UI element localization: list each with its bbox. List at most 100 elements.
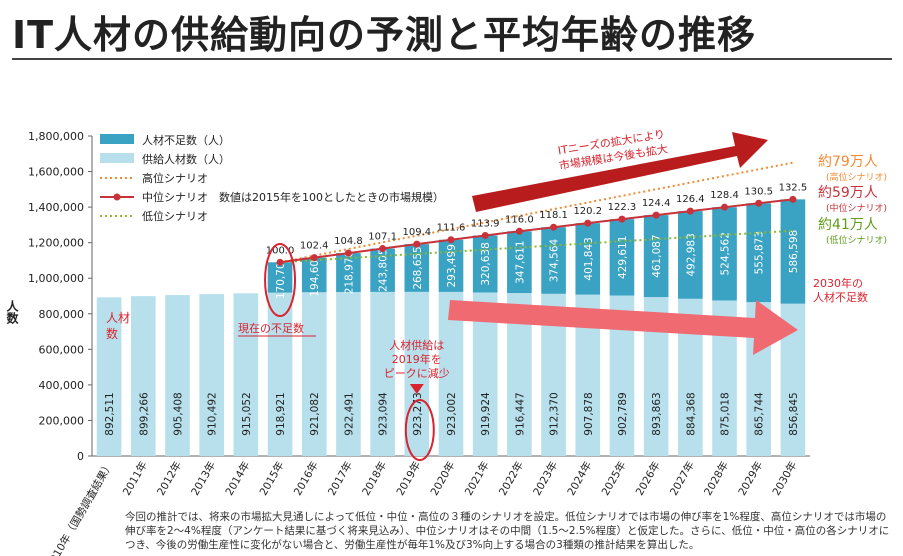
legend-swatch-shortage: [100, 134, 134, 144]
x-tick-label: 2027年: [667, 459, 697, 498]
market-index-label: 109.4: [402, 227, 431, 238]
legend-swatch-mid-marker: [113, 193, 121, 201]
y-tick-label: 200,000: [39, 414, 85, 427]
supply-value-label: 856,845: [788, 392, 800, 435]
y-tick-label: 1,200,000: [28, 237, 84, 250]
legend-label-low: 低位シナリオ: [142, 209, 208, 223]
shortage-bar: [746, 203, 772, 303]
high-scenario-label: 約79万人: [818, 154, 878, 170]
supply-value-label: 912,370: [549, 392, 561, 435]
market-index-label: 102.4: [300, 241, 329, 252]
market-index-label: 116.0: [505, 214, 534, 225]
supply-value-label: 892,511: [104, 392, 116, 435]
shortage-bar: [507, 231, 532, 294]
x-tick-label: 2013年: [188, 459, 218, 498]
legend-label-high: 高位シナリオ: [142, 171, 208, 185]
supply-label-2: 数: [106, 326, 118, 341]
market-index-label: 132.5: [779, 182, 808, 193]
supply-bar: [267, 292, 293, 456]
market-index-label: 104.8: [334, 236, 363, 247]
mid-scenario-point: [550, 223, 558, 231]
shortage-value-label: 243,805: [378, 249, 390, 292]
supply-value-label: 884,368: [685, 392, 697, 435]
supply-bar: [404, 291, 430, 456]
supply-value-label: 893,863: [651, 392, 663, 435]
supply-value-label: 865,744: [754, 392, 766, 436]
shortage-bar: [404, 244, 430, 292]
y-tick-label: 600,000: [39, 343, 85, 356]
legend-label-mid: 中位シナリオ 数値は2015年を100としたときの市場規模）: [142, 190, 444, 204]
mid-scenario-point: [379, 245, 387, 253]
title-underline: [12, 58, 892, 60]
legend-swatch-supply: [100, 153, 134, 163]
shortage-value-label: 268,655: [412, 246, 424, 289]
y-axis-label: 人数: [5, 300, 19, 324]
y-tick-label: 1,400,000: [28, 201, 84, 214]
mid-scenario-point: [344, 249, 352, 257]
supply-value-label: 918,921: [275, 392, 287, 435]
mid-scenario-point: [413, 240, 421, 248]
shortage-bar: [575, 223, 601, 295]
market-index-label: 130.5: [744, 186, 773, 197]
x-tick-label: 2023年: [530, 459, 560, 498]
x-tick-label: 2011年: [120, 459, 150, 498]
supply-value-label: 905,408: [172, 392, 184, 435]
shortage-value-label: 218,976: [343, 251, 355, 295]
supply-bar: [130, 296, 156, 456]
mid-scenario-sublabel: (中位シナリオ): [826, 202, 887, 214]
shortage-value-label: 170,700: [275, 256, 287, 299]
supply-peak-highlight: [404, 399, 435, 461]
supply-value-label: 919,924: [480, 392, 492, 436]
supply-value-label: 875,018: [720, 392, 732, 435]
supply-peak-text-2: 2019年を: [392, 352, 442, 366]
supply-bar: [370, 291, 395, 456]
supply-value-label: 907,878: [583, 392, 595, 435]
shortage-value-label: 374,564: [549, 238, 561, 282]
market-index-label: 111.6: [437, 223, 466, 234]
supply-value-label: 922,491: [343, 392, 355, 435]
mid-scenario-point: [755, 199, 763, 207]
x-tick-label: 2019年: [394, 459, 424, 498]
supply-decline-arrow: [448, 300, 798, 355]
mid-scenario-point: [721, 203, 729, 211]
shortage-bar: [301, 257, 327, 293]
supply-bar: [96, 297, 122, 456]
market-index-label: 100.0: [266, 245, 295, 256]
market-index-label: 107.1: [368, 232, 397, 243]
x-tick-label: 2030年: [770, 459, 800, 498]
supply-value-label: 915,052: [241, 392, 253, 435]
supply-value-label: 916,447: [514, 392, 526, 435]
legend-label-supply: 供給人材数（人）: [142, 152, 230, 166]
current-shortage-highlight: [264, 243, 297, 317]
shortage-bar: [712, 207, 737, 301]
mid-scenario-point: [652, 211, 660, 219]
shortage-value-label: 461,087: [651, 234, 663, 277]
supply-value-label: 910,492: [207, 392, 219, 435]
supply-bar: [336, 292, 361, 456]
high-scenario-sublabel: (高位シナリオ): [826, 171, 887, 183]
market-index-label: 118.1: [539, 210, 568, 221]
supply-bar: [199, 294, 224, 456]
low-scenario-sublabel: (低位シナリオ): [826, 234, 887, 246]
shortage-value-label: 524,562: [720, 232, 732, 275]
supply-value-label: 923,002: [446, 392, 458, 435]
supply-bar: [165, 295, 190, 456]
supply-peak-pointer: [409, 384, 424, 394]
supply-peak-text-3: ピークに減少: [384, 366, 450, 380]
shortage-bar: [472, 235, 498, 293]
supply-label-1: 人材: [106, 311, 130, 325]
supply-value-label: 899,266: [138, 392, 150, 436]
x-tick-label: 2025年: [599, 459, 629, 498]
shortage-value-label: 194,608: [309, 253, 321, 296]
shortage-value-label: 401,843: [583, 237, 595, 280]
x-tick-label: 2015年: [257, 459, 287, 498]
shortage-value-label: 429,611: [617, 236, 629, 279]
x-tick-label: 2022年: [496, 459, 526, 498]
mid-scenario-point: [789, 195, 797, 203]
shortage-value-label: 293,499: [446, 244, 458, 287]
footnote: 今回の推計では、将来の市場拡大見通しによって低位・中位・高位の３種のシナリオを設…: [125, 511, 890, 551]
shortage-value-label: 320,638: [480, 242, 492, 285]
mid-scenario-point: [618, 215, 626, 223]
high-scenario-line: [279, 161, 794, 264]
